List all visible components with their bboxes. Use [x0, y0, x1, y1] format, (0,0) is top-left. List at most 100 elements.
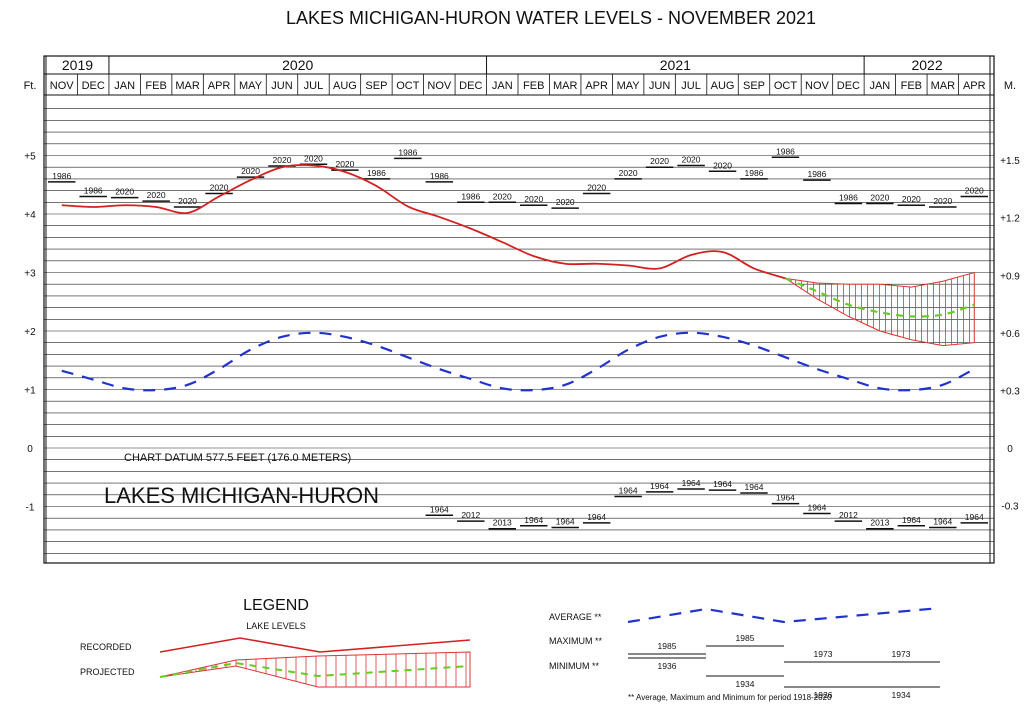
- month-label: FEB: [145, 80, 166, 92]
- chart-frame: [43, 55, 995, 564]
- maximum-year-label: 2020: [556, 197, 575, 207]
- minimum-year-label: 2012: [839, 510, 858, 520]
- year-label: 2022: [911, 57, 942, 73]
- month-label: JUN: [271, 80, 292, 92]
- ft-tick-label: 0: [27, 444, 33, 455]
- minimum-year-label: 2013: [493, 518, 512, 528]
- legend-minimum-label: MINIMUM **: [549, 661, 599, 671]
- month-label: DEC: [459, 80, 482, 92]
- month-label: JUL: [681, 80, 701, 92]
- maximum-year-label: 1986: [52, 171, 71, 181]
- minimum-year-label: 1964: [776, 493, 795, 503]
- m-tick-label: 0: [1007, 444, 1013, 455]
- month-label: DEC: [837, 80, 860, 92]
- month-label: NOV: [805, 80, 830, 92]
- legend-max-year: 1973: [814, 649, 833, 659]
- month-label: MAY: [617, 80, 641, 92]
- maximum-year-label: 1986: [398, 147, 417, 157]
- legend-max-year: 1985: [736, 633, 755, 643]
- m-tick-label: +0.9: [1000, 271, 1020, 282]
- maximum-year-label: 1986: [745, 168, 764, 178]
- maximum-year-label: 2020: [650, 156, 669, 166]
- month-label: AUG: [333, 80, 357, 92]
- maximum-year-label: 2020: [241, 166, 260, 176]
- year-label: 2021: [660, 57, 691, 73]
- legend-recorded-label: RECORDED: [80, 642, 132, 652]
- legend-footnote: ** Average, Maximum and Minimum for peri…: [628, 693, 832, 702]
- month-label: OCT: [396, 80, 420, 92]
- m-tick-label: +0.6: [1000, 329, 1020, 340]
- maximum-year-label: 2020: [178, 196, 197, 206]
- maximum-year-label: 2020: [273, 155, 292, 165]
- maximum-year-label: 2020: [965, 185, 984, 195]
- month-label: NOV: [50, 80, 75, 92]
- legend-average-line: [627, 606, 941, 624]
- legend-projected-line: [159, 661, 471, 678]
- maximum-year-label: 2020: [587, 183, 606, 193]
- chart-datum-note: CHART DATUM 577.5 FEET (176.0 METERS): [124, 452, 351, 464]
- legend-graphics: [159, 606, 941, 688]
- month-label: MAY: [239, 80, 263, 92]
- maximum-year-label: 2020: [147, 190, 166, 200]
- maximum-year-label: 1986: [84, 185, 103, 195]
- m-tick-label: -0.3: [1001, 501, 1019, 512]
- minimum-year-label: 1964: [524, 515, 543, 525]
- minimum-year-label: 2013: [870, 518, 889, 528]
- maximum-year-label: 2020: [493, 191, 512, 201]
- maximum-year-label: 2020: [524, 194, 543, 204]
- month-label: JUL: [304, 80, 324, 92]
- legend-year-entries: 1985 1985 1973 1973 1936 1934 1926 1934: [628, 633, 940, 700]
- minimum-year-label: 1964: [713, 479, 732, 489]
- month-label: OCT: [774, 80, 798, 92]
- month-label: MAR: [553, 80, 578, 92]
- minimum-year-label: 1964: [587, 512, 606, 522]
- m-tick-label: +1.2: [1000, 214, 1020, 225]
- minimum-year-label: 1964: [650, 481, 669, 491]
- average-line: [61, 331, 975, 392]
- recorded-line: [61, 164, 786, 280]
- minimum-year-label: 1964: [682, 478, 701, 488]
- ft-tick-label: +2: [24, 327, 36, 338]
- legend: LEGEND LAKE LEVELS RECORDED PROJECTED AV…: [80, 597, 941, 702]
- plot-border: [43, 55, 995, 564]
- maximum-year-label: 2020: [335, 159, 354, 169]
- legend-max-year: 1985: [658, 641, 677, 651]
- y-axis-labels: +5 +4 +3 +2 +1 0 -1 +1.5 +1.2 +0.9 +0.6 +0.3 0 -0.3: [24, 152, 1020, 514]
- ft-tick-label: +4: [24, 210, 36, 221]
- maximum-year-label: 2020: [115, 187, 134, 197]
- month-label: APR: [208, 80, 231, 92]
- legend-max-year: 1973: [892, 649, 911, 659]
- maximum-year-label: 1986: [807, 169, 826, 179]
- projected-range-outline: [785, 271, 975, 347]
- month-label: FEB: [523, 80, 544, 92]
- minimum-year-label: 1964: [902, 515, 921, 525]
- ft-tick-label: +5: [24, 152, 36, 163]
- month-label: NOV: [427, 80, 452, 92]
- projected-range: [785, 271, 975, 347]
- maximum-year-label: 2020: [713, 160, 732, 170]
- legend-range-outline: [159, 651, 471, 688]
- month-label: MAR: [175, 80, 200, 92]
- minimum-year-label: 1964: [807, 503, 826, 513]
- maximum-markers: 1986 1986 2020 2020 2020 2020 2020 2020 2020 2020…: [48, 146, 988, 209]
- minimum-year-label: 1964: [965, 512, 984, 522]
- maximum-year-label: 2020: [619, 168, 638, 178]
- minimum-markers: 1964 2012 2013 1964 1964 1964 1964 1964 1964 1964…: [425, 478, 988, 530]
- series-lines: [61, 164, 975, 392]
- month-label: SEP: [743, 80, 765, 92]
- month-label: JAN: [869, 80, 890, 92]
- minimum-year-label: 1964: [933, 517, 952, 527]
- month-label: JAN: [114, 80, 135, 92]
- lake-name-label: LAKES MICHIGAN-HURON: [104, 483, 379, 508]
- maximum-year-label: 1986: [367, 168, 386, 178]
- month-label: APR: [585, 80, 608, 92]
- month-label: MAR: [931, 80, 956, 92]
- m-tick-label: +1.5: [1000, 156, 1020, 167]
- legend-min-year: 1936: [658, 661, 677, 671]
- ft-tick-label: +1: [24, 386, 36, 397]
- maximum-year-label: 1986: [776, 146, 795, 156]
- maximum-year-label: 2020: [933, 196, 952, 206]
- maximum-year-label: 1986: [430, 171, 449, 181]
- right-axis-unit: M.: [1004, 80, 1016, 92]
